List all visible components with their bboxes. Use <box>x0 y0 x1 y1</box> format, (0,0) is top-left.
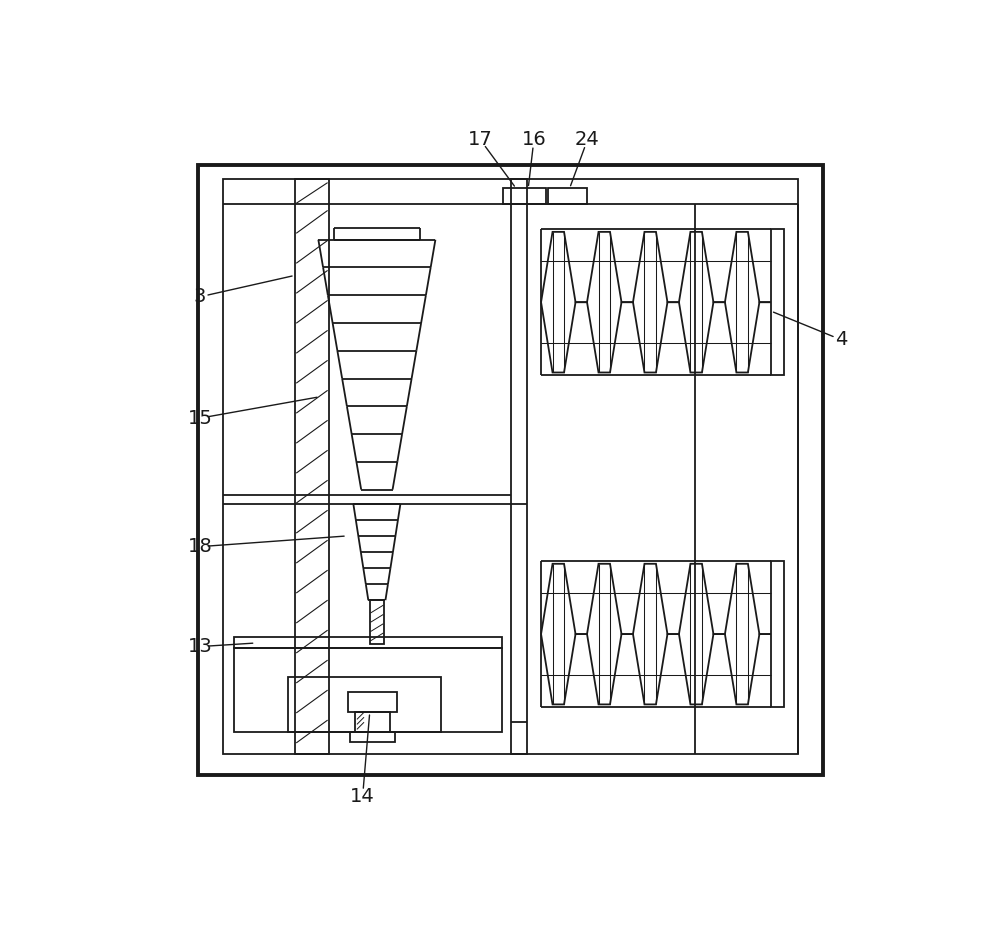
Bar <box>234 637 502 648</box>
Text: 18: 18 <box>187 537 212 556</box>
Bar <box>511 179 527 754</box>
Text: 16: 16 <box>522 131 546 149</box>
Bar <box>223 179 798 754</box>
Bar <box>234 648 502 732</box>
Text: 24: 24 <box>575 131 600 149</box>
Bar <box>350 732 395 742</box>
Bar <box>348 692 397 712</box>
Text: 3: 3 <box>194 287 206 306</box>
Text: 13: 13 <box>187 637 212 656</box>
Bar <box>548 188 587 204</box>
Bar <box>288 677 441 732</box>
Text: 4: 4 <box>835 330 847 349</box>
Bar <box>198 165 823 775</box>
Bar <box>771 561 784 707</box>
Bar <box>370 600 384 644</box>
Bar <box>355 712 390 732</box>
Text: 17: 17 <box>468 131 493 149</box>
Bar <box>503 188 546 204</box>
Text: 14: 14 <box>350 787 375 806</box>
Bar <box>295 179 329 754</box>
Bar <box>771 229 784 375</box>
Text: 15: 15 <box>187 409 212 427</box>
